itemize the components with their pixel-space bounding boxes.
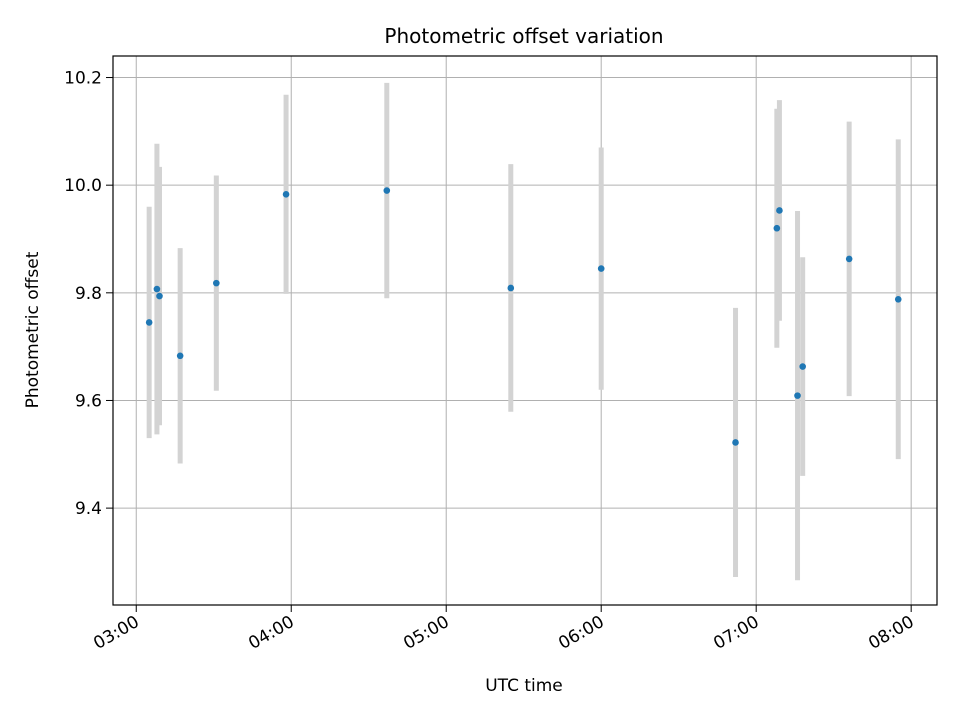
y-axis-ticks: 9.4 9.6 9.8 10.0 10.2 — [64, 69, 113, 519]
data-point — [794, 392, 801, 399]
y-axis-title: Photometric offset — [23, 251, 43, 408]
grid — [113, 56, 937, 605]
y-tick-label: 9.6 — [75, 391, 102, 411]
plot-frame — [112, 55, 938, 606]
data-point — [845, 255, 853, 263]
data-point — [799, 363, 806, 370]
data-point — [383, 187, 391, 194]
data-point — [507, 284, 515, 292]
data-point — [894, 295, 902, 303]
data-point — [156, 292, 163, 300]
y-tick-label: 10.0 — [64, 176, 102, 196]
x-tick-label: 04:00 — [245, 612, 297, 654]
data-point — [732, 439, 739, 446]
data-point — [213, 279, 220, 287]
y-tick-label: 10.2 — [64, 69, 102, 89]
x-tick-label: 07:00 — [710, 612, 762, 654]
x-tick-label: 06:00 — [555, 612, 607, 654]
error-bars — [146, 82, 901, 581]
data-point — [145, 319, 153, 326]
data-point — [176, 352, 184, 360]
data-points — [145, 187, 902, 446]
x-axis-ticks: 03:00 04:00 05:00 06:00 07:00 08:00 — [90, 605, 918, 654]
y-tick-label: 9.8 — [75, 284, 102, 304]
data-point — [282, 191, 290, 198]
x-tick-label: 03:00 — [90, 612, 142, 654]
x-axis-title: UTC time — [485, 676, 563, 696]
data-point — [776, 207, 783, 214]
data-point — [153, 285, 161, 293]
y-tick-label: 9.4 — [75, 499, 102, 519]
x-tick-label: 08:00 — [865, 612, 917, 654]
data-point — [597, 265, 605, 272]
x-tick-label: 05:00 — [400, 612, 452, 654]
chart-title: Photometric offset variation — [384, 24, 663, 48]
data-point — [773, 224, 781, 232]
